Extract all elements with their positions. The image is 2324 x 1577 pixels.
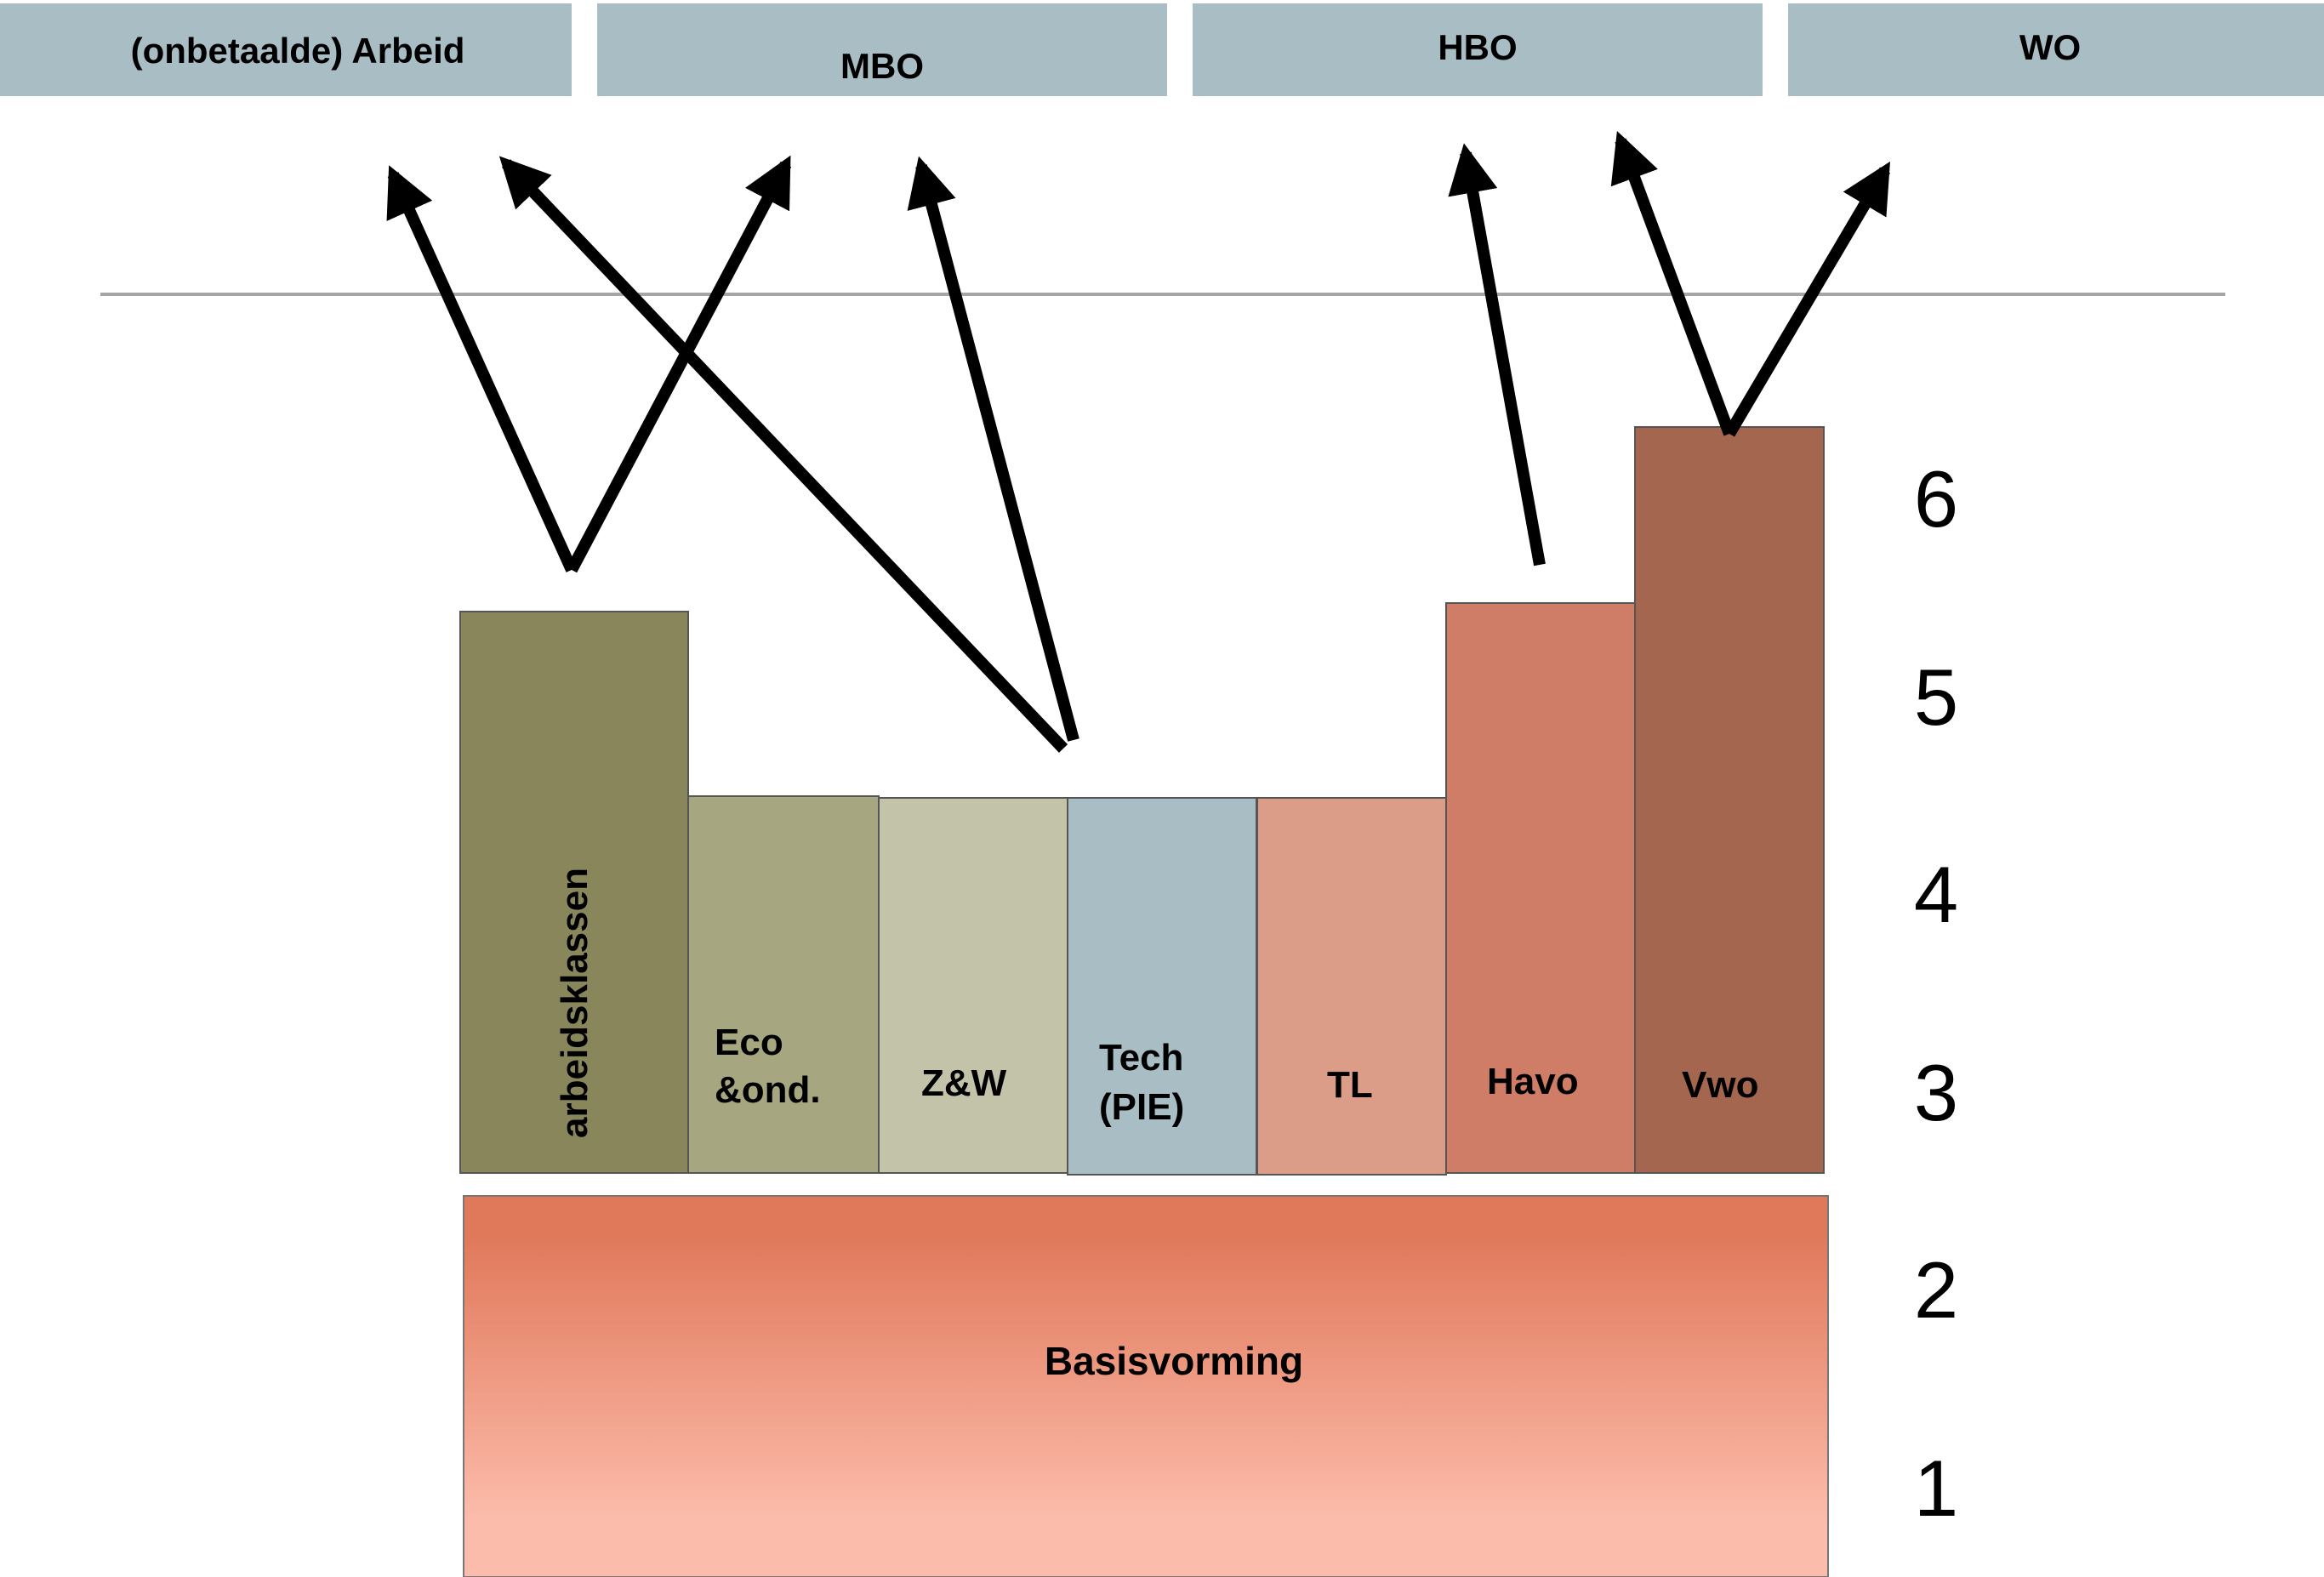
- column-bars: [459, 426, 1825, 1176]
- destination-hbo-label: HBO: [1438, 27, 1517, 67]
- column-tl-label: TL: [1327, 1064, 1373, 1106]
- column-tech-label-line2: (PIE): [1099, 1086, 1184, 1128]
- destination-arbeid-box: [0, 3, 572, 96]
- column-havo-label: Havo: [1487, 1061, 1579, 1102]
- column-havo: [1445, 602, 1636, 1174]
- column-tech-label-line1: Tech: [1099, 1037, 1183, 1079]
- foundation-basisvorming: [463, 1195, 1829, 1577]
- destination-hbo-box: [1193, 3, 1763, 96]
- column-vwo: [1634, 426, 1825, 1174]
- destination-wo-label: WO: [2019, 27, 2081, 67]
- arrow-havo-to-hbo: [1448, 143, 1546, 566]
- level-number-6: 6: [1914, 454, 1958, 544]
- column-zw-label: Z&W: [921, 1062, 1007, 1104]
- destination-wo-box: [1788, 3, 2324, 96]
- arrow-vwo-to-wo: [1723, 161, 1891, 437]
- column-eco-label-line1: Eco: [715, 1022, 783, 1063]
- level-numbers: 1 2 3 4 5 6: [1914, 454, 1958, 1533]
- destination-mbo: MBO: [597, 3, 1167, 96]
- level-number-3: 3: [1914, 1048, 1958, 1137]
- arrow-arbeidsklassen-to-arbeid: [386, 165, 578, 572]
- column-vwo-label: Vwo: [1682, 1064, 1758, 1106]
- destination-mbo-box: [597, 3, 1167, 96]
- arrow-tech-to-mbo: [907, 156, 1079, 742]
- level-number-4: 4: [1914, 850, 1958, 939]
- column-eco-label-line2: &ond.: [715, 1069, 821, 1111]
- column-eco-label: Eco &ond.: [715, 1022, 821, 1111]
- arrow-vwo-to-hbo: [1610, 130, 1735, 436]
- level-number-5: 5: [1914, 652, 1958, 742]
- arrow-tech-to-arbeid: [498, 156, 1068, 753]
- column-zw: [878, 797, 1068, 1174]
- destination-arbeid: (onbetaalde) Arbeid: [0, 3, 572, 96]
- column-tl: [1256, 797, 1447, 1176]
- destination-hbo: HBO: [1193, 3, 1763, 96]
- column-tech-label: Tech (PIE): [1099, 1037, 1194, 1128]
- column-arbeidsklassen: [459, 611, 689, 1174]
- column-tech: [1067, 797, 1257, 1176]
- destination-mbo-label: MBO: [840, 46, 924, 86]
- arrow-arbeidsklassen-to-mbo: [566, 155, 792, 573]
- destination-wo: WO: [1788, 3, 2324, 96]
- level-number-1: 1: [1914, 1443, 1958, 1533]
- foundation-basisvorming-label: Basisvorming: [1045, 1339, 1303, 1383]
- destination-arbeid-label: (onbetaalde) Arbeid: [131, 31, 465, 71]
- pathway-arrows: [386, 130, 1891, 753]
- level-number-2: 2: [1914, 1245, 1958, 1335]
- column-eco: [687, 795, 880, 1174]
- column-arbeidsklassen-label: arbeidsklassen: [554, 868, 595, 1138]
